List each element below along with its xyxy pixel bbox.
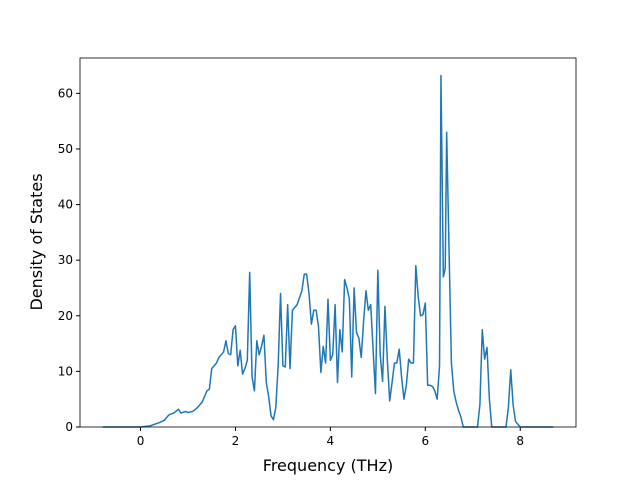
- x-axis-label: Frequency (THz): [263, 456, 393, 475]
- y-tick-label: 60: [58, 86, 73, 100]
- x-tick-label: 2: [232, 434, 240, 448]
- y-tick-label: 30: [58, 253, 73, 267]
- y-tick-label: 10: [58, 364, 73, 378]
- line: [102, 74, 554, 428]
- y-tick-label: 20: [58, 309, 73, 323]
- x-tick-label: 4: [327, 434, 335, 448]
- x-tick-label: 6: [421, 434, 429, 448]
- y-tick-label: 50: [58, 142, 73, 156]
- y-axis-label: Density of States: [27, 173, 46, 310]
- y-tick-label: 0: [65, 420, 73, 434]
- y-tick-label: 40: [58, 198, 73, 212]
- x-tick-label: 8: [516, 434, 524, 448]
- x-tick-label: 0: [137, 434, 145, 448]
- plot-frame: [79, 57, 577, 428]
